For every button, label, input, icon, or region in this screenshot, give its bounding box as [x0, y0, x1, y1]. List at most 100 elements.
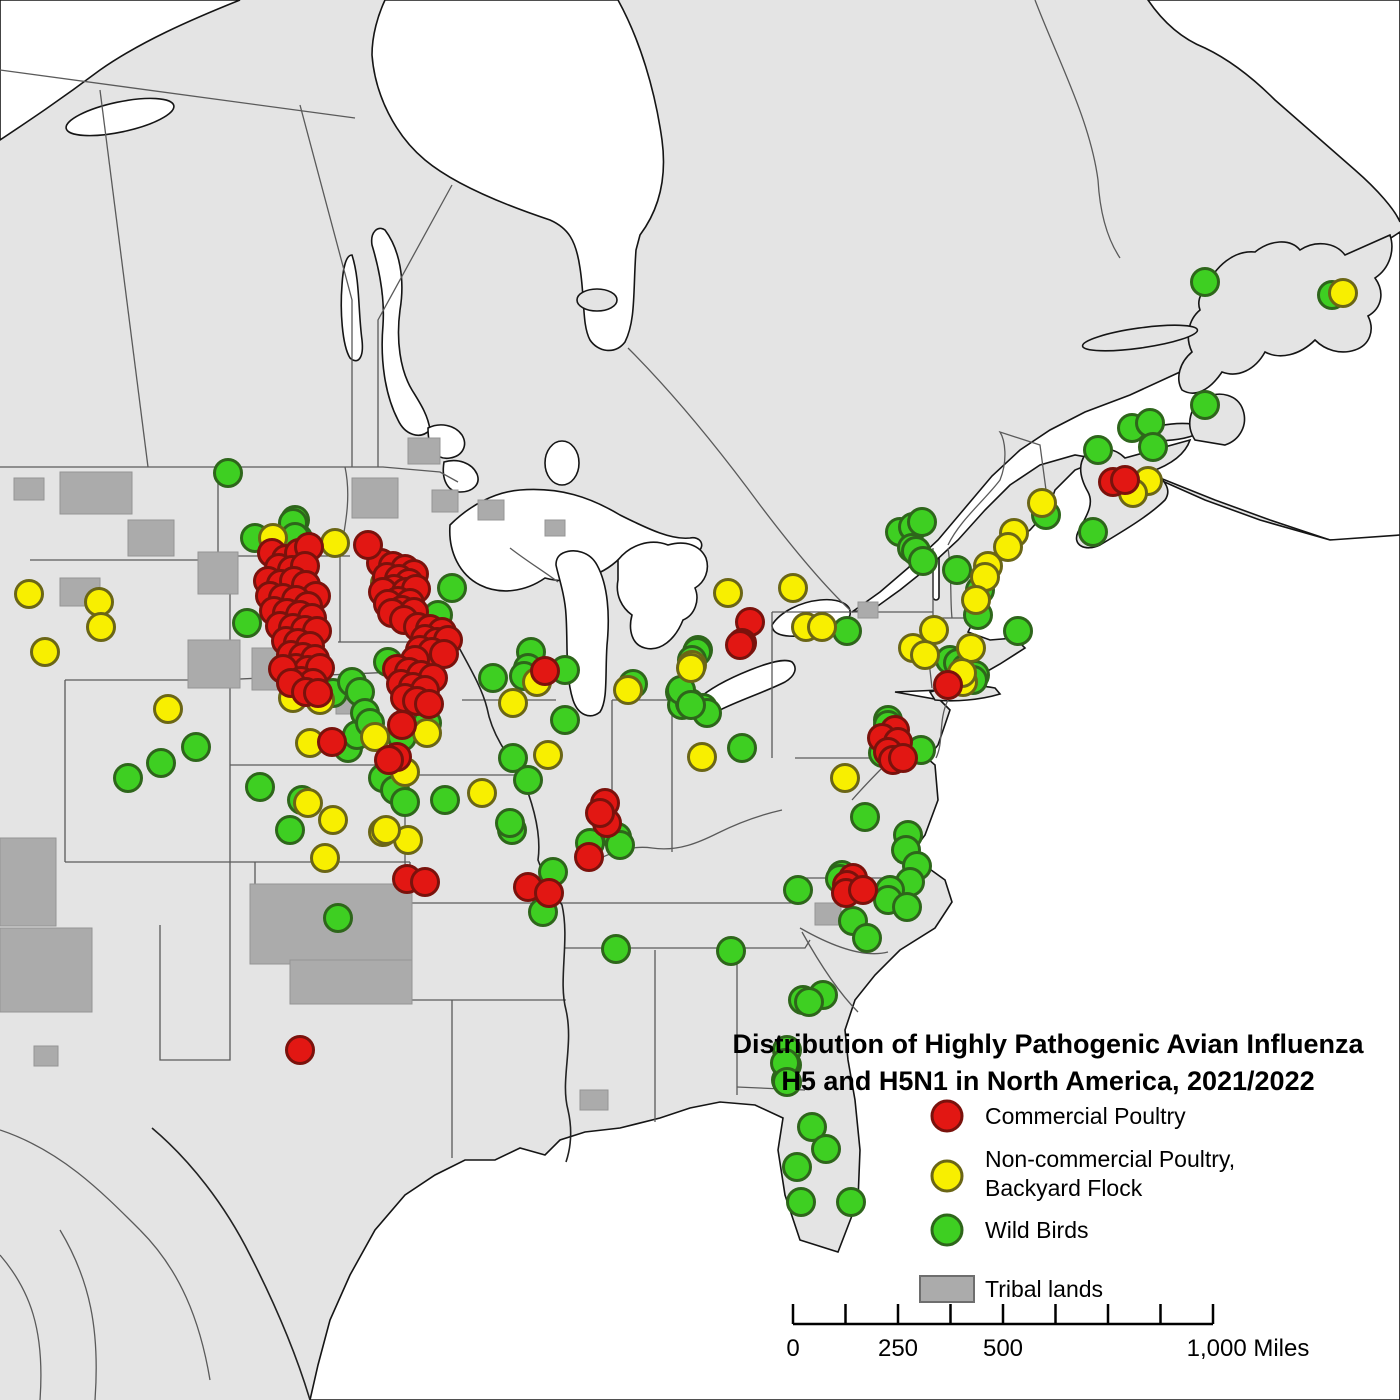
non-commercial-poultry-point — [676, 653, 706, 683]
non-commercial-poultry-point — [687, 742, 717, 772]
commercial-poultry-point — [387, 710, 417, 740]
commercial-poultry-point — [848, 875, 878, 905]
wild-birds-point — [811, 1134, 841, 1164]
wild-birds-point — [437, 573, 467, 603]
scalebar: 0 250 500 1,000 Miles — [786, 1304, 1309, 1362]
wild-birds-point — [850, 802, 880, 832]
wild-birds-point — [852, 923, 882, 953]
tribal-land-patch — [0, 837, 57, 927]
akimiski-island — [576, 288, 618, 312]
borders-layer — [0, 0, 1121, 1400]
commercial-poultry-point — [530, 656, 560, 686]
tribal-land-patch — [127, 519, 175, 557]
wild-birds-point — [550, 705, 580, 735]
wild-birds-point — [782, 1152, 812, 1182]
scalebar-ticks — [791, 1304, 1215, 1326]
wild-birds-point — [892, 892, 922, 922]
legend-tribal-label: Tribal lands — [985, 1276, 1103, 1302]
non-commercial-poultry-point — [993, 532, 1023, 562]
wild-birds-point — [478, 663, 508, 693]
non-commercial-poultry-point — [956, 633, 986, 663]
tribal-land-patch — [431, 489, 459, 513]
newfoundland-island — [1178, 233, 1393, 394]
scalebar-label-1000: 1,000 Miles — [1187, 1335, 1310, 1362]
scalebar-label-250: 250 — [878, 1335, 918, 1362]
non-commercial-poultry-point — [467, 778, 497, 808]
wild-birds-point — [498, 743, 528, 773]
rainy-lake — [442, 459, 479, 493]
wild-birds-point — [908, 546, 938, 576]
tribal-land-patch — [197, 551, 239, 595]
non-commercial-poultry-point — [910, 640, 940, 670]
anticosti-island — [1081, 324, 1199, 352]
wild-birds-point — [716, 936, 746, 966]
wild-birds-point — [783, 875, 813, 905]
commercial-poultry-point — [888, 743, 918, 773]
legend-noncommercial-label-line2: Backyard Flock — [985, 1175, 1143, 1201]
tribal-land-patch — [407, 437, 441, 465]
rio-grande — [151, 1127, 311, 1400]
commercial-poultry-point — [429, 639, 459, 669]
non-commercial-poultry-point — [293, 788, 323, 818]
wild-birds-point — [495, 808, 525, 838]
lake-huron — [616, 541, 709, 650]
legend-noncommercial-swatch — [930, 1159, 964, 1193]
commercial-poultry-point — [374, 745, 404, 775]
non-commercial-poultry-point — [320, 528, 350, 558]
wild-birds-point — [323, 903, 353, 933]
non-commercial-poultry-point — [613, 675, 643, 705]
lake-athabasca — [65, 97, 175, 137]
wild-birds-point — [942, 555, 972, 585]
non-commercial-poultry-point — [1328, 278, 1358, 308]
tribal-land-patch — [579, 1089, 609, 1111]
tribal-land-patch — [59, 471, 133, 515]
scalebar-label-0: 0 — [786, 1335, 799, 1362]
commercial-poultry-point — [410, 867, 440, 897]
map-title-line1: Distribution of Highly Pathogenic Avian … — [732, 1029, 1364, 1059]
non-commercial-poultry-point — [371, 815, 401, 845]
non-commercial-poultry-point — [84, 587, 114, 617]
non-commercial-poultry-point — [961, 585, 991, 615]
non-commercial-poultry-point — [360, 722, 390, 752]
wild-birds-point — [794, 987, 824, 1017]
legend-tribal-swatch — [919, 1275, 975, 1303]
commercial-poultry-point — [414, 689, 444, 719]
non-commercial-poultry-point — [318, 805, 348, 835]
scalebar-label-500: 500 — [983, 1335, 1023, 1362]
wild-birds-point — [832, 616, 862, 646]
wild-birds-point — [1138, 432, 1168, 462]
wild-birds-point — [772, 1067, 802, 1097]
non-commercial-poultry-point — [830, 763, 860, 793]
hudson-bay — [371, 0, 665, 352]
wild-birds-point — [232, 608, 262, 638]
wild-birds-point — [727, 733, 757, 763]
legend-commercial-label: Commercial Poultry — [985, 1103, 1186, 1129]
tribal-land-patch — [33, 1045, 59, 1067]
non-commercial-poultry-point — [919, 615, 949, 645]
tribal-land-patch — [814, 902, 842, 926]
commercial-poultry-point — [303, 678, 333, 708]
labrador-sea — [1147, 0, 1400, 223]
non-commercial-poultry-point — [1027, 488, 1057, 518]
commercial-poultry-point — [933, 670, 963, 700]
wild-birds-point — [430, 785, 460, 815]
non-commercial-poultry-point — [713, 578, 743, 608]
wild-birds-point — [1190, 267, 1220, 297]
wild-birds-point — [907, 507, 937, 537]
wild-birds-point — [513, 765, 543, 795]
non-commercial-poultry-point — [310, 843, 340, 873]
wild-birds-point — [601, 934, 631, 964]
non-commercial-poultry-point — [778, 573, 808, 603]
northwest-sea — [0, 0, 241, 141]
wild-birds-point — [1003, 616, 1033, 646]
non-commercial-poultry-point — [14, 579, 44, 609]
wild-birds-point — [181, 732, 211, 762]
commercial-poultry-point — [317, 727, 347, 757]
lake-nipigon — [544, 440, 580, 486]
legend-wildbirds-label: Wild Birds — [985, 1217, 1089, 1243]
wild-birds-point — [113, 763, 143, 793]
wild-birds-point — [797, 1112, 827, 1142]
commercial-poultry-point — [534, 878, 564, 908]
tribal-land-patch — [477, 499, 505, 521]
non-commercial-poultry-point — [412, 718, 442, 748]
